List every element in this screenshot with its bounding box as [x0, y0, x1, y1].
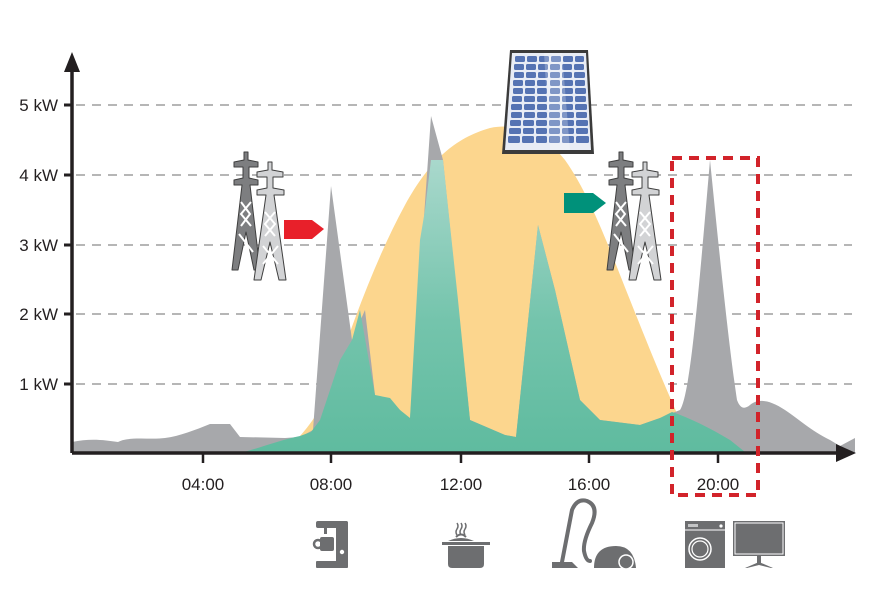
y-tick-label: 2 kW: [19, 305, 58, 324]
x-tick-label: 16:00: [568, 475, 611, 494]
grid-import-arrow-icon: [284, 220, 324, 239]
x-tick-label: 20:00: [697, 475, 740, 494]
washing-machine-icon: [685, 521, 725, 568]
y-axis-labels: 5 kW 4 kW 3 kW 2 kW 1 kW: [19, 96, 58, 394]
coffee-machine-icon: [312, 521, 348, 568]
cooking-pot-icon: [442, 522, 490, 568]
power-pylon-import-icon: [231, 151, 287, 281]
y-tick-label: 3 kW: [19, 236, 58, 255]
power-pylon-export-icon: [606, 151, 662, 281]
grid-export-arrow-icon: [564, 193, 606, 213]
x-tick-label: 12:00: [440, 475, 483, 494]
vacuum-cleaner-icon: [552, 498, 636, 570]
y-tick-label: 1 kW: [19, 375, 58, 394]
y-tick-label: 4 kW: [19, 166, 58, 185]
evening-peak-highlight-box: [670, 156, 760, 497]
axes: [64, 52, 856, 463]
y-tick-label: 5 kW: [19, 96, 58, 115]
x-axis-labels: 04:00 08:00 12:00 16:00 20:00: [182, 475, 740, 494]
x-tick-label: 04:00: [182, 475, 225, 494]
solar-panel-icon: [502, 50, 594, 154]
x-tick-label: 08:00: [310, 475, 353, 494]
television-icon: [733, 521, 785, 568]
self-consumed-area: [240, 160, 745, 453]
solar-production-area: [280, 126, 700, 454]
